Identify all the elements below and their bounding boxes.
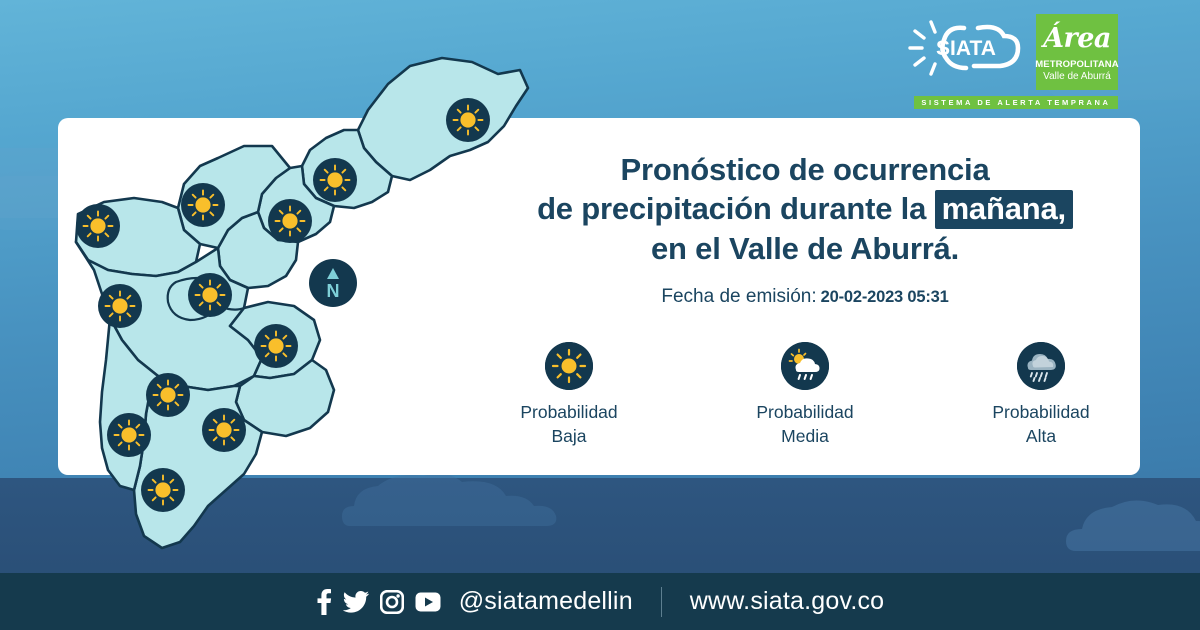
website-url[interactable]: www.siata.gov.co — [689, 587, 885, 615]
compass-label: N — [327, 281, 340, 301]
title-highlight: mañana, — [934, 190, 1073, 230]
emission-date-label: Fecha de emisión: — [661, 286, 817, 308]
background-cloud-icon — [1066, 500, 1200, 551]
emission-date: Fecha de emisión: 20-02-2023 05:31 — [470, 286, 1140, 308]
instagram-icon[interactable] — [379, 589, 404, 614]
map-marker-sun-icon — [181, 183, 225, 227]
footer-bar: @siatamedellin www.siata.gov.co — [0, 573, 1200, 630]
map-marker-sun-icon — [188, 273, 232, 317]
area-logo-line2: Valle de Aburrá — [1043, 71, 1111, 82]
map-marker-sun-icon — [202, 408, 246, 452]
sun-cloud-rain-icon — [781, 342, 829, 391]
social-handle[interactable]: @siatamedellin — [458, 587, 633, 615]
svg-text:SIATA: SIATA — [936, 37, 996, 60]
area-logo-script: Área — [1043, 23, 1111, 54]
area-metropolitana-logo: Área METROPOLITANA Valle de Aburrá — [1035, 14, 1119, 90]
cloud-heavy-rain-icon — [1017, 342, 1065, 391]
map-marker-sun-icon — [98, 284, 142, 328]
legend-label-alta: Probabilidad Alta — [992, 401, 1089, 448]
forecast-panel: Pronóstico de ocurrencia de precipitació… — [470, 150, 1140, 450]
legend-item-alta: Probabilidad Alta — [971, 342, 1111, 448]
map-marker-sun-icon — [446, 98, 490, 142]
footer-separator — [660, 586, 662, 617]
area-logo-line1: METROPOLITANA — [1035, 59, 1119, 70]
map-marker-sun-icon — [76, 204, 120, 248]
title-line-2-text: de precipitación durante la — [537, 191, 927, 227]
map-marker-sun-icon — [313, 158, 357, 202]
social-icons — [316, 588, 441, 615]
legend-item-baja: Probabilidad Baja — [499, 342, 639, 448]
title-line-2: de precipitación durante la mañana, — [470, 189, 1140, 230]
siata-logo-icon: SIATA — [908, 20, 1021, 76]
map-marker-sun-icon — [107, 413, 151, 457]
emission-date-value: 20-02-2023 05:31 — [820, 288, 949, 307]
map-valle-de-aburra: N — [58, 30, 530, 578]
tagline-banner: SISTEMA DE ALERTA TEMPRANA — [914, 96, 1118, 109]
legend-label-line1: Probabilidad — [756, 402, 854, 423]
background-cloud-icon — [342, 473, 557, 526]
map-marker-sun-icon — [268, 199, 312, 243]
legend-label-line2: Baja — [551, 425, 587, 446]
legend-label-line1: Probabilidad — [520, 402, 618, 423]
legend-label-baja: Probabilidad Baja — [520, 401, 617, 448]
sun-icon — [545, 342, 593, 391]
page-title: Pronóstico de ocurrencia de precipitació… — [470, 150, 1140, 268]
legend-label-media: Probabilidad Media — [756, 401, 853, 448]
logo-group: SIATA Área METROPOLITANA Valle de Aburrá… — [900, 14, 1119, 109]
twitter-icon[interactable] — [342, 590, 369, 613]
legend-label-line1: Probabilidad — [992, 402, 1090, 423]
legend-label-line2: Alta — [1025, 425, 1057, 446]
tagline-text: SISTEMA DE ALERTA TEMPRANA — [921, 98, 1111, 107]
compass-rose-icon: N — [309, 259, 357, 307]
map-marker-sun-icon — [254, 324, 298, 368]
legend-label-line2: Media — [781, 425, 829, 446]
facebook-icon[interactable] — [316, 588, 332, 615]
title-line-3: en el Valle de Aburrá. — [650, 230, 960, 266]
map-marker-sun-icon — [141, 468, 185, 512]
map-marker-sun-icon — [146, 373, 190, 417]
probability-legend: Probabilidad Baja — [470, 342, 1140, 448]
youtube-icon[interactable] — [415, 592, 441, 612]
legend-item-media: Probabilidad Media — [735, 342, 875, 448]
title-line-1: Pronóstico de ocurrencia — [620, 152, 990, 187]
